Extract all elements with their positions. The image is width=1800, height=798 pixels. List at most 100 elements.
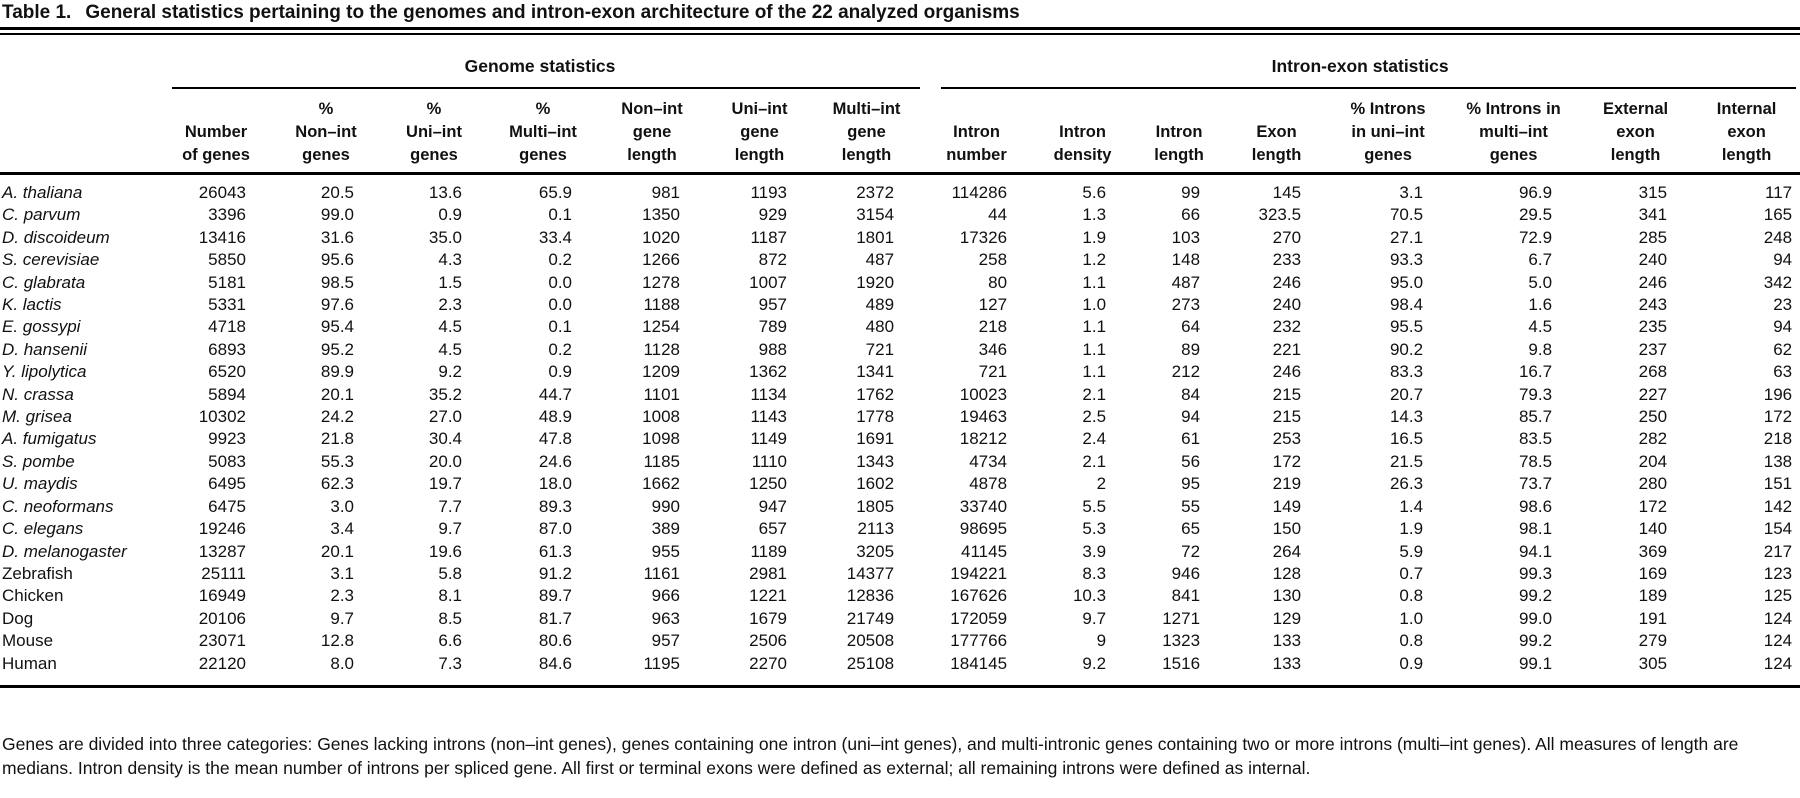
cell-intron_number: 98695 <box>959 519 1008 539</box>
cell-non_int_gene_length: 1161 <box>643 563 680 583</box>
table-number: Table 1. <box>2 2 72 23</box>
cell-pct_introns_in_uni_int_genes: 3.1 <box>1399 183 1424 202</box>
cell-number_of_genes: 5331 <box>208 295 246 315</box>
cell-internal_exon_length: 154 <box>1763 519 1793 539</box>
table-caption-text: General statistics pertaining to the gen… <box>85 2 1020 23</box>
cell-pct_uni_int_genes: 7.7 <box>438 496 462 516</box>
cell-internal_exon_length: 123 <box>1763 563 1793 583</box>
cell-uni_int_gene_length: 2981 <box>749 563 787 583</box>
cell-pct_introns_in_uni_int_genes: 70.5 <box>1389 205 1424 225</box>
cell-number_of_genes: 6475 <box>208 496 246 516</box>
cell-non_int_gene_length: 1195 <box>643 653 680 673</box>
cell-number_of_genes: 26043 <box>198 183 246 202</box>
cell-internal_exon_length: 125 <box>1763 586 1793 606</box>
statistics-table: Genome statistics Intron-exon statistics… <box>0 35 1800 688</box>
cell-number_of_genes: 23071 <box>198 631 246 651</box>
cell-intron_density: 1.2 <box>1082 250 1107 270</box>
cell-pct_non_int_genes: 95.2 <box>320 339 354 359</box>
cell-pct_uni_int_genes: 30.4 <box>428 429 462 449</box>
cell-exon_length: 129 <box>1272 608 1302 628</box>
cell-number_of_genes: 25111 <box>201 563 246 583</box>
cell-pct_uni_int_genes: 35.0 <box>428 227 462 247</box>
cell-pct_non_int_genes: 24.2 <box>320 407 354 427</box>
cell-exon_length: 172 <box>1272 451 1302 471</box>
organism-name: S. pombe <box>2 451 75 471</box>
cell-uni_int_gene_length: 1110 <box>751 451 787 471</box>
cell-intron_number: 346 <box>978 339 1008 359</box>
cell-pct_introns_in_uni_int_genes: 95.5 <box>1389 317 1424 337</box>
cell-intron_length: 148 <box>1171 250 1201 270</box>
table-row: S. pombe 5083 55.3 20.0 24.6 1185 1110 1343 4734… <box>0 451 1800 473</box>
cell-internal_exon_length: 218 <box>1763 429 1793 449</box>
cell-pct_introns_in_multi_int_genes: 5.0 <box>1528 272 1553 292</box>
cell-pct_multi_int_genes: 61.3 <box>538 541 572 561</box>
cell-external_exon_length: 172 <box>1638 496 1668 516</box>
cell-intron_density: 10.3 <box>1072 586 1107 606</box>
table-row: D. discoideum 13416 31.6 35.0 33.4 1020 1187 18… <box>0 227 1800 249</box>
cell-non_int_gene_length: 1350 <box>642 205 680 225</box>
cell-pct_introns_in_multi_int_genes: 99.2 <box>1518 586 1553 606</box>
cell-intron_density: 1.1 <box>1082 362 1107 382</box>
cell-intron_density: 9 <box>1096 631 1107 651</box>
cell-intron_density: 9.2 <box>1082 653 1107 673</box>
cell-pct_uni_int_genes: 8.5 <box>438 608 462 628</box>
cell-intron_number: 258 <box>978 250 1008 270</box>
cell-pct_uni_int_genes: 35.2 <box>428 384 462 404</box>
cell-number_of_genes: 6893 <box>208 339 246 359</box>
group-header-row: Genome statistics Intron-exon statistics <box>0 35 1800 89</box>
cell-internal_exon_length: 23 <box>1773 295 1793 315</box>
cell-intron_density: 1.9 <box>1082 227 1107 247</box>
cell-pct_non_int_genes: 98.5 <box>320 272 354 292</box>
table-row: Y. lipolytica 6520 89.9 9.2 0.9 1209 1362 1341 7… <box>0 361 1800 383</box>
cell-non_int_gene_length: 1209 <box>642 362 680 382</box>
organism-name: C. parvum <box>2 205 81 225</box>
cell-intron_length: 1516 <box>1162 653 1201 673</box>
cell-pct_non_int_genes: 95.4 <box>320 317 354 337</box>
table-caption: Table 1. General statistics pertaining to… <box>0 0 1800 27</box>
cell-pct_introns_in_uni_int_genes: 16.5 <box>1389 429 1424 449</box>
cell-multi_int_gene_length: 1341 <box>856 362 895 382</box>
cell-intron_number: 172059 <box>950 608 1008 628</box>
cell-multi_int_gene_length: 1920 <box>856 272 895 292</box>
organism-name: D. discoideum <box>2 227 110 247</box>
cell-multi_int_gene_length: 1778 <box>856 407 895 427</box>
cell-uni_int_gene_length: 947 <box>758 496 787 516</box>
cell-pct_uni_int_genes: 19.6 <box>428 541 462 561</box>
organism-name: Dog <box>2 608 34 628</box>
cell-pct_uni_int_genes: 7.3 <box>438 653 462 673</box>
cell-pct_non_int_genes: 55.3 <box>320 451 354 471</box>
cell-number_of_genes: 4718 <box>208 317 246 337</box>
cell-intron_density: 1.3 <box>1082 205 1107 225</box>
cell-pct_non_int_genes: 20.5 <box>320 183 354 202</box>
cell-intron_number: 194221 <box>950 563 1008 583</box>
cell-external_exon_length: 191 <box>1638 608 1668 628</box>
cell-uni_int_gene_length: 929 <box>758 205 787 225</box>
cell-multi_int_gene_length: 1805 <box>856 496 895 516</box>
cell-pct_multi_int_genes: 18.0 <box>538 474 572 494</box>
cell-non_int_gene_length: 1662 <box>642 474 680 494</box>
cell-intron_density: 1.1 <box>1082 272 1107 292</box>
cell-external_exon_length: 285 <box>1638 227 1668 247</box>
cell-uni_int_gene_length: 657 <box>758 519 787 539</box>
cell-external_exon_length: 237 <box>1638 339 1668 359</box>
cell-pct_introns_in_multi_int_genes: 73.7 <box>1518 474 1553 494</box>
cell-non_int_gene_length: 389 <box>651 519 680 539</box>
cell-pct_introns_in_multi_int_genes: 6.7 <box>1528 250 1553 270</box>
cell-non_int_gene_length: 1128 <box>643 339 680 359</box>
cell-intron_density: 2.1 <box>1082 451 1107 471</box>
cell-intron_density: 2 <box>1096 474 1107 494</box>
column-header-internal-exon-length: Internal exon length <box>1693 89 1800 175</box>
cell-internal_exon_length: 248 <box>1763 227 1793 247</box>
cell-intron_length: 65 <box>1181 519 1201 539</box>
column-header-multi-int-gene-length: Multi–int gene length <box>813 89 921 175</box>
cell-external_exon_length: 369 <box>1638 541 1668 561</box>
cell-pct_multi_int_genes: 0.0 <box>548 272 572 292</box>
cell-exon_length: 149 <box>1272 496 1302 516</box>
cell-non_int_gene_length: 957 <box>651 631 680 651</box>
organism-name: C. glabrata <box>2 272 86 292</box>
cell-pct_uni_int_genes: 5.8 <box>438 563 462 583</box>
cell-intron_length: 94 <box>1181 407 1201 427</box>
cell-intron_length: 99 <box>1181 183 1201 202</box>
cell-number_of_genes: 5850 <box>208 250 246 270</box>
cell-intron_number: 127 <box>978 295 1008 315</box>
